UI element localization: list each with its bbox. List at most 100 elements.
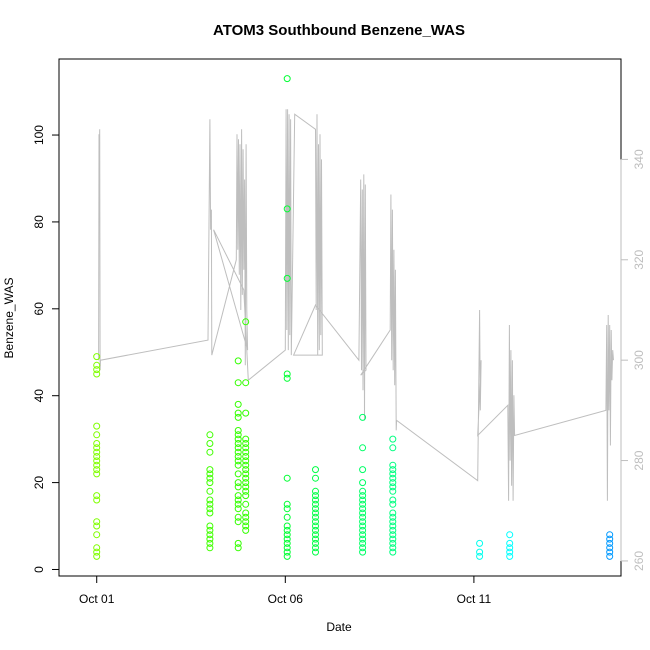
data-point [206, 466, 214, 474]
data-point [359, 526, 367, 534]
data-point [389, 522, 397, 530]
data-point [234, 513, 242, 521]
data-point [476, 548, 484, 556]
data-point [93, 457, 101, 465]
data-point [234, 470, 242, 478]
data-point [283, 474, 291, 482]
y-axis-right: 260 280 300 320 340 [620, 149, 646, 571]
y-axis-label: Benzene_WAS [2, 278, 16, 359]
data-point [359, 518, 367, 526]
data-point [93, 544, 101, 552]
data-point [506, 548, 514, 556]
data-point [234, 500, 242, 508]
y-left-tick-label: 100 [32, 125, 46, 145]
data-point [312, 522, 319, 530]
data-point [389, 487, 397, 495]
data-point [359, 513, 367, 521]
data-point [312, 505, 319, 513]
data-point [93, 431, 101, 439]
data-point [606, 539, 614, 547]
data-point [312, 513, 319, 521]
data-point [93, 370, 101, 378]
data-point [206, 474, 214, 482]
data-point [312, 526, 319, 534]
y-left-tick-label: 0 [32, 566, 46, 573]
data-point [234, 379, 242, 387]
data-point [312, 496, 319, 504]
x-tick-label: Oct 01 [79, 592, 115, 606]
data-point [242, 444, 250, 452]
data-point [389, 548, 397, 556]
data-point [389, 531, 397, 539]
data-point [606, 548, 614, 556]
y-axis-left: 0 20 40 60 80 100 [32, 125, 60, 573]
data-point [359, 548, 367, 556]
data-point [242, 513, 250, 521]
data-point [206, 500, 214, 508]
data-point [606, 531, 614, 539]
data-point [606, 535, 614, 543]
data-point [312, 474, 319, 482]
data-point [234, 461, 242, 469]
data-point [283, 531, 291, 539]
data-point [389, 539, 397, 547]
data-point [242, 466, 250, 474]
data-point [283, 370, 291, 378]
data-point [234, 413, 242, 421]
data-point [359, 492, 367, 500]
data-point [234, 453, 242, 460]
data-point [206, 448, 214, 456]
data-point [606, 552, 614, 560]
data-point [359, 522, 367, 530]
data-point [234, 483, 242, 491]
data-point [242, 379, 250, 387]
data-point [283, 374, 291, 382]
data-point [312, 539, 319, 547]
data-point [359, 487, 367, 495]
data-point [359, 466, 367, 474]
data-point [242, 448, 250, 456]
data-point [389, 535, 397, 543]
data-point [93, 518, 101, 526]
data-point [283, 548, 291, 556]
data-point [242, 522, 250, 530]
data-point [206, 535, 214, 543]
data-point [389, 435, 397, 443]
y-right-tick-label: 320 [632, 249, 646, 269]
data-point [206, 531, 214, 539]
data-point [359, 479, 367, 487]
data-point [389, 461, 397, 469]
data-point [283, 539, 291, 547]
data-point [389, 509, 397, 517]
data-point [242, 474, 250, 482]
data-point [93, 496, 101, 504]
data-point [242, 500, 250, 508]
data-point [234, 457, 242, 465]
concentration-line [98, 109, 614, 501]
data-point [234, 357, 242, 365]
data-point [242, 435, 250, 443]
x-axis-label: Date [326, 620, 352, 634]
data-point [506, 552, 514, 560]
data-point [606, 544, 614, 552]
data-point [206, 431, 214, 439]
data-point [506, 531, 514, 539]
data-point [234, 440, 242, 447]
data-point [206, 496, 214, 504]
data-point [359, 544, 367, 552]
data-point [234, 505, 242, 513]
y-left-tick-label: 60 [32, 302, 46, 316]
data-point [206, 509, 214, 517]
y-right-tick-label: 300 [632, 350, 646, 370]
data-point [206, 470, 214, 478]
data-point [242, 461, 250, 469]
data-point [242, 509, 250, 517]
data-point [206, 479, 214, 487]
data-point [93, 531, 101, 539]
data-point [283, 522, 291, 530]
data-point [476, 552, 484, 560]
data-point [206, 487, 214, 495]
data-point [93, 444, 101, 452]
data-point [234, 435, 242, 443]
data-point [389, 483, 397, 491]
